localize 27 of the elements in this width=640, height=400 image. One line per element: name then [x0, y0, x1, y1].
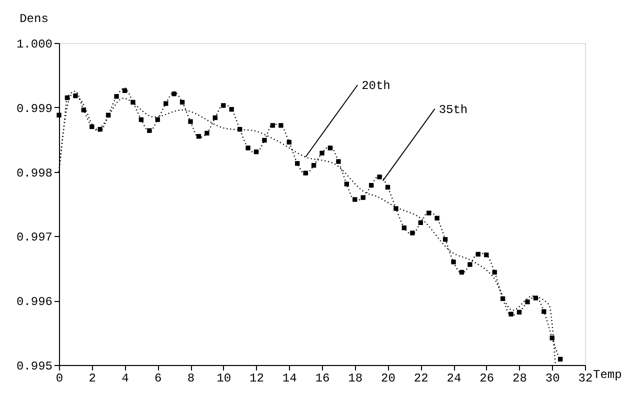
x-tick-label: 22	[414, 372, 428, 386]
x-tick-label: 0	[56, 372, 64, 386]
x-tick-label: 10	[216, 372, 232, 386]
x-tick-label: 14	[282, 372, 297, 386]
annotation: 20th	[362, 78, 390, 93]
x-tick-label: 2	[88, 372, 96, 386]
y-tick-label: 0.997	[16, 230, 52, 245]
x-tick-label: 18	[348, 372, 363, 386]
x-tick-label: 4	[122, 372, 129, 386]
y-tick-label: 0.999	[16, 102, 52, 116]
y-tick-label: 0.995	[16, 360, 52, 374]
x-tick-label: 8	[187, 372, 195, 386]
x-tick-label: 28	[512, 372, 527, 386]
x-tick-label: 20	[381, 372, 396, 386]
y-tick-label: 0.996	[16, 295, 52, 310]
y-tick-label: 1.000	[16, 38, 52, 52]
x-tick-label: 32	[578, 372, 593, 386]
x-tick-label: 24	[446, 372, 462, 386]
x-tick-label: 12	[250, 372, 264, 386]
y-axis-title: Dens	[20, 12, 48, 26]
x-tick-label: 6	[154, 372, 162, 386]
x-tick-label: 30	[545, 372, 560, 386]
x-tick-label: 26	[480, 372, 494, 386]
x-tick-label: 16	[315, 372, 330, 386]
x-axis-title: Temp	[593, 368, 622, 382]
annotation: 35th	[438, 102, 468, 117]
y-tick-label: 0.998	[16, 166, 52, 180]
